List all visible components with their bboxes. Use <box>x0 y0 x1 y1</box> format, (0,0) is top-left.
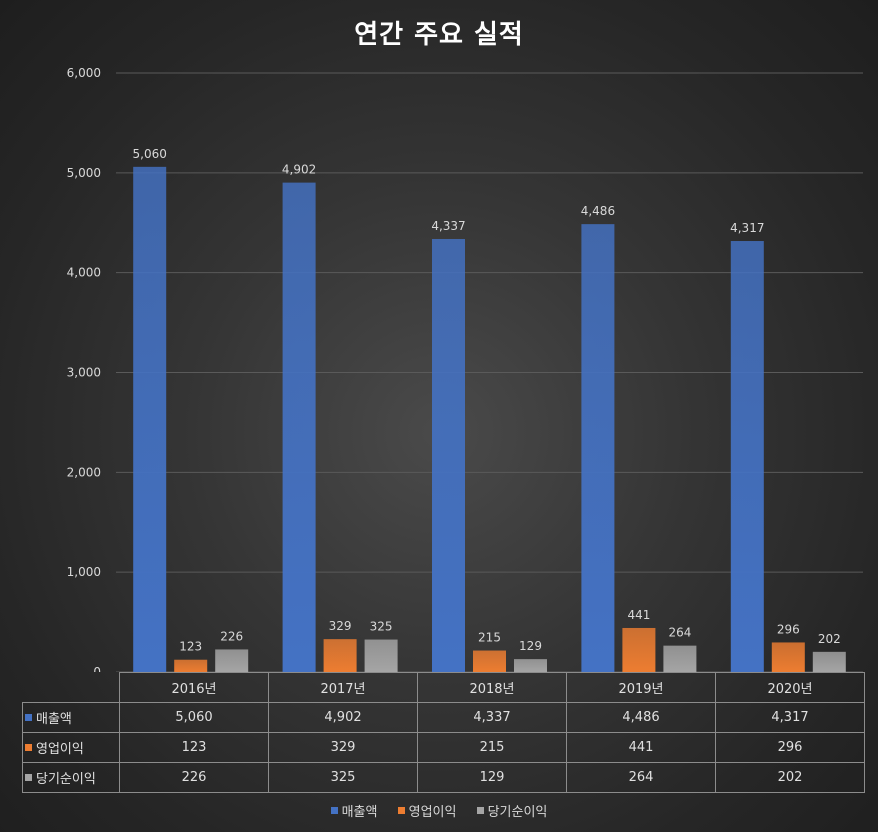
table-series-header: 매출액 <box>22 702 120 733</box>
table-cell: 4,486 <box>566 702 716 733</box>
data-label: 329 <box>329 619 352 633</box>
bar <box>581 224 615 672</box>
chart-title: 연간 주요 실적 <box>354 20 524 50</box>
table-cell: 264 <box>566 762 716 793</box>
table-cell: 202 <box>715 762 865 793</box>
table-series-name: 영업이익 <box>36 742 84 757</box>
table-cell: 215 <box>417 732 567 763</box>
table-series-name: 당기순이익 <box>36 772 96 787</box>
legend-item: 매출액 <box>330 801 378 820</box>
y-tick-label: 0 <box>93 665 101 672</box>
legend-swatch <box>476 807 484 814</box>
bar <box>771 642 805 672</box>
table-category: 2017년 <box>268 672 418 703</box>
bar <box>812 651 846 672</box>
table-cell: 329 <box>268 732 418 763</box>
bar <box>133 166 167 672</box>
data-label: 4,317 <box>730 221 764 235</box>
legend-label: 매출액 <box>341 805 378 820</box>
table-series-name: 매출액 <box>36 712 72 727</box>
bar <box>730 241 764 672</box>
legend-item: 영업이익 <box>397 801 457 820</box>
data-table-row: 당기순이익 226 325 129 264 202 <box>22 762 865 793</box>
y-tick-label: 3,000 <box>67 366 101 380</box>
table-cell: 5,060 <box>119 702 269 733</box>
y-tick-label: 6,000 <box>67 66 101 80</box>
table-category: 2018년 <box>417 672 567 703</box>
table-cell: 296 <box>715 732 865 763</box>
data-label: 202 <box>818 632 841 646</box>
bar <box>215 649 249 672</box>
bar <box>364 639 398 672</box>
legend-swatch <box>397 807 405 814</box>
y-tick-label: 1,000 <box>67 565 101 579</box>
data-label: 123 <box>179 640 202 654</box>
data-label: 325 <box>370 620 393 634</box>
table-cell: 4,902 <box>268 702 418 733</box>
data-label: 4,902 <box>282 163 316 177</box>
legend-swatch <box>330 807 338 814</box>
table-cell: 4,317 <box>715 702 865 733</box>
legend-item: 당기순이익 <box>476 801 548 820</box>
data-label: 296 <box>777 622 800 636</box>
plot-area: 0 1,000 2,000 3,000 4,000 5,000 6,000 5,060 123… <box>67 66 863 672</box>
y-axis-ticks: 0 1,000 2,000 3,000 4,000 5,000 6,000 <box>67 66 101 672</box>
data-table-row: 영업이익 123 329 215 441 296 <box>22 732 865 763</box>
y-tick-label: 5,000 <box>67 166 101 180</box>
legend-label: 당기순이익 <box>487 805 548 820</box>
bar <box>323 639 357 672</box>
bar <box>174 659 208 672</box>
data-labels: 5,060 123 226 4,902 329 325 4,337 215 129 4,486 44… <box>133 147 841 654</box>
series-swatch <box>25 774 32 781</box>
bar <box>282 182 316 672</box>
series-swatch <box>25 714 32 721</box>
table-cell: 123 <box>119 732 269 763</box>
bars <box>133 166 846 672</box>
bar <box>432 239 465 672</box>
table-cell: 4,337 <box>417 702 567 733</box>
gridlines <box>116 72 863 672</box>
y-tick-label: 4,000 <box>67 266 101 280</box>
data-table: 2016년 2017년 2018년 2019년 2020년 매출액 5,060 … <box>22 672 865 793</box>
table-cell: 441 <box>566 732 716 763</box>
table-series-header: 당기순이익 <box>22 762 120 793</box>
data-label: 129 <box>519 639 542 653</box>
data-table-corner <box>22 672 120 703</box>
bar <box>473 650 506 672</box>
series-swatch <box>25 744 32 751</box>
data-label: 4,337 <box>431 219 465 233</box>
y-tick-label: 2,000 <box>67 465 101 479</box>
data-label: 215 <box>478 631 501 645</box>
data-label: 264 <box>668 626 691 640</box>
table-cell: 226 <box>119 762 269 793</box>
table-cell: 129 <box>417 762 567 793</box>
legend: 매출액 영업이익 당기순이익 <box>0 801 878 820</box>
table-category: 2020년 <box>715 672 865 703</box>
data-table-row: 매출액 5,060 4,902 4,337 4,486 4,317 <box>22 702 865 733</box>
table-category: 2019년 <box>566 672 716 703</box>
data-label: 441 <box>627 608 650 622</box>
data-table-header-row: 2016년 2017년 2018년 2019년 2020년 <box>22 672 865 703</box>
bar <box>622 627 656 672</box>
bar <box>663 645 697 672</box>
data-label: 4,486 <box>581 204 615 218</box>
table-series-header: 영업이익 <box>22 732 120 763</box>
table-category: 2016년 <box>119 672 269 703</box>
table-cell: 325 <box>268 762 418 793</box>
bar <box>514 659 547 672</box>
legend-label: 영업이익 <box>408 805 457 820</box>
data-label: 226 <box>220 629 243 643</box>
data-label: 5,060 <box>133 147 167 161</box>
